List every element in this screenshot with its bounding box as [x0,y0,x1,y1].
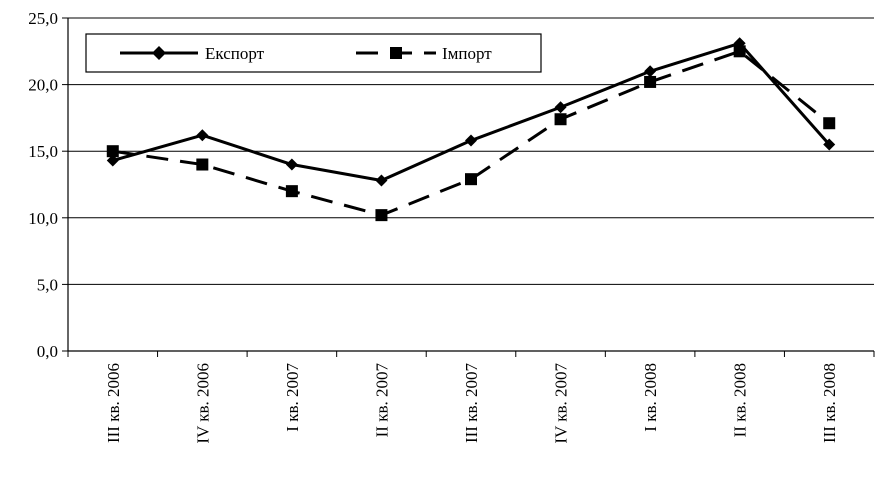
y-tick-label-5: 25,0 [28,9,58,28]
series-0-point-3 [375,174,388,187]
series-0-point-0 [106,154,119,167]
x-tick-label-0: III кв. 2006 [104,363,123,443]
y-tick-label-0: 0,0 [37,342,58,361]
series-0-point-4 [465,134,477,147]
series-1-point-8 [823,117,836,130]
series-0-point-6 [644,65,657,78]
x-tick-label-2: I кв. 2007 [283,363,302,432]
x-tick-label-8: III кв. 2008 [820,363,839,443]
x-axis-ticks: III кв. 2006 IV кв. 2006 I кв. 2007 II кв. … [67,351,875,444]
series-1-point-0 [106,145,119,158]
x-tick-label-1: IV кв. 2006 [193,363,212,444]
y-tick-label-1: 5,0 [37,275,58,294]
series-1-point-1 [196,158,209,171]
x-tick-label-5: IV кв. 2007 [552,363,571,444]
series-group [106,37,836,222]
x-tick-label-6: I кв. 2008 [641,363,660,432]
x-tick-label-3: II кв. 2007 [372,363,391,438]
series-1-point-6 [644,75,657,88]
series-1-point-5 [554,113,567,126]
series-0-point-8 [823,138,836,151]
legend-label-import: Імпорт [442,44,492,63]
legend-label-export: Експорт [205,44,265,63]
y-axis-ticks: 0,0 5,0 10,0 15,0 20,0 25,0 [28,9,68,361]
legend: Експорт Імпорт [85,33,542,73]
series-0-point-2 [285,158,298,171]
grid-lines [68,17,874,285]
series-line-1 [112,49,831,217]
x-tick-label-4: III кв. 2007 [462,363,481,444]
series-1-point-4 [465,173,477,186]
legend-marker-export [152,46,166,60]
series-1-point-7 [733,45,746,58]
axes [67,18,874,352]
series-1-point-3 [375,209,388,222]
y-tick-label-3: 15,0 [28,142,58,161]
x-tick-label-7: II кв. 2008 [731,363,750,437]
series-0-point-5 [554,101,567,114]
y-tick-label-4: 20,0 [28,76,58,95]
series-0-point-1 [196,129,209,142]
legend-marker-import [390,47,402,59]
y-tick-label-2: 10,0 [28,209,58,228]
series-1-point-2 [285,185,298,198]
